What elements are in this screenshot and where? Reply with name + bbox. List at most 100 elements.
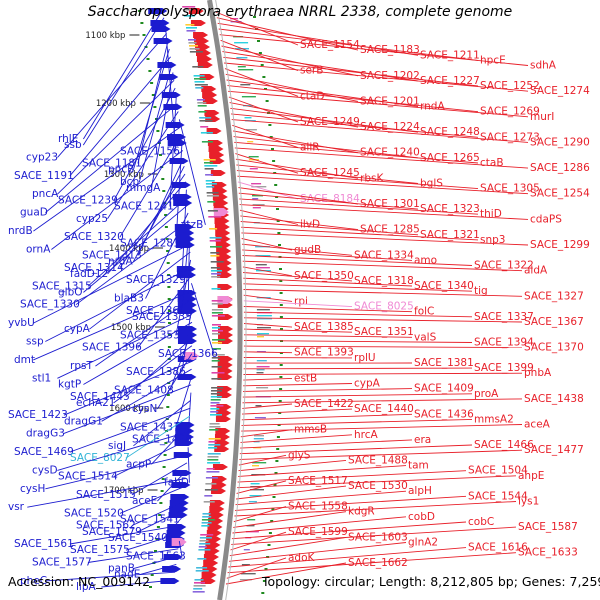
outer-feature-tick: [252, 462, 267, 464]
right-label-connector: [242, 260, 523, 272]
left-gene-label: SACE_1563: [126, 550, 186, 562]
left-gene-label: fadD12: [70, 268, 108, 280]
right-label-connector: [233, 136, 419, 159]
feature-tick: [196, 567, 208, 569]
right-gene-label: glnA2: [408, 537, 438, 549]
reverse-gene-arrow: [169, 506, 189, 512]
forward-gene-arrow: [214, 446, 230, 452]
feature-tick: [210, 405, 224, 407]
left-gene-label: pncA: [32, 188, 59, 200]
map-title: Saccharopolyspora erythraea NRRL 2338, c…: [87, 4, 513, 20]
feature-tick: [212, 339, 225, 341]
feature-tick: [200, 126, 209, 128]
left-label-connector: [113, 439, 189, 477]
feature-tick: [206, 195, 219, 197]
forward-gene-arrow: [202, 98, 218, 104]
right-label-connector: [219, 34, 529, 66]
feature-tick: [203, 501, 215, 503]
forward-gene-arrow: [190, 20, 206, 26]
right-gene-label: SACE_1154: [300, 39, 360, 51]
right-label-connector: [233, 506, 287, 523]
feature-tick: [211, 390, 222, 392]
outer-feature-tick: [257, 333, 269, 335]
left-label-connector: [113, 345, 193, 404]
left-label-connector: [131, 462, 188, 496]
right-label-connector: [242, 255, 473, 266]
feature-tick: [207, 462, 221, 464]
right-gene-label: rplU: [354, 352, 376, 364]
outer-feature-tick: [240, 573, 256, 575]
gc-dot: [148, 70, 152, 72]
outer-feature-tick: [255, 405, 262, 407]
feature-tick: [205, 477, 218, 479]
left-gene-label: nadE: [114, 569, 140, 581]
feature-tick: [210, 408, 220, 410]
right-gene-label: SACE_1381: [414, 357, 474, 369]
feature-tick: [209, 228, 218, 230]
feature-tick: [208, 441, 217, 443]
gc-dot: [261, 592, 265, 594]
left-label-connector: [33, 243, 191, 324]
left-gene-label: SACE_1577: [32, 557, 92, 569]
feature-tick: [204, 165, 218, 167]
forward-gene-arrow: [211, 488, 227, 494]
feature-tick: [189, 51, 203, 53]
gc-dot: [262, 76, 266, 78]
gc-dot: [257, 40, 260, 42]
left-gene-label: SACE_1191: [14, 170, 74, 182]
left-label-connector: [63, 360, 192, 416]
outer-feature-tick: [241, 564, 250, 566]
left-gene-label: cysN: [132, 403, 157, 415]
outer-feature-tick: [238, 69, 254, 71]
outer-feature-tick: [254, 417, 266, 419]
forward-gene-arrow: [207, 140, 223, 146]
feature-tick: [211, 357, 220, 359]
feature-tick: [194, 84, 208, 86]
feature-tick: [205, 180, 215, 182]
feature-tick: [206, 192, 219, 194]
feature-track: [182, 6, 272, 593]
feature-tick: [212, 324, 221, 326]
right-label-connector: [241, 408, 353, 415]
feature-tick: [210, 252, 220, 254]
reverse-gene-arrow: [177, 374, 197, 380]
outer-feature-tick: [252, 198, 259, 200]
right-label-connector: [217, 22, 419, 56]
right-gene-label: adoK: [288, 552, 316, 564]
reverse-gene-arrow: [177, 308, 197, 314]
forward-gene-arrow: [203, 560, 219, 566]
right-label-connector: [239, 204, 529, 220]
reverse-gene-arrow: [166, 530, 186, 536]
feature-tick: [200, 534, 214, 536]
right-gene-label: SACE_1393: [294, 347, 354, 359]
right-gene-label: hrcA: [354, 429, 379, 441]
outer-feature-tick: [249, 495, 262, 497]
right-label-connector: [220, 39, 299, 72]
forward-gene-arrow: [217, 332, 233, 338]
right-label-connector: [233, 511, 347, 528]
gc-dot: [278, 412, 282, 414]
left-label-connector: [175, 142, 183, 244]
right-gene-label: tam: [408, 460, 429, 472]
left-gene-label: cyp23: [26, 151, 58, 163]
forward-gene-arrow: [212, 464, 228, 470]
right-label-connector: [216, 17, 359, 51]
right-gene-label: ahpE: [518, 470, 544, 482]
left-gene-label: cypA: [64, 323, 91, 335]
right-label-connector: [234, 147, 529, 169]
feature-tick: [211, 270, 222, 272]
feature-tick: [209, 240, 221, 242]
feature-tick: [193, 588, 203, 590]
reverse-gene-arrow: [160, 578, 180, 584]
outer-feature-tick: [249, 168, 258, 170]
right-gene-label: SACE_1530: [348, 480, 408, 492]
left-label-connector: [178, 119, 206, 226]
gc-dot: [155, 538, 159, 540]
gc-dot: [157, 142, 161, 144]
feature-tick: [201, 522, 212, 524]
right-label-connector: [225, 562, 347, 585]
left-label-connector: [178, 540, 183, 557]
right-gene-label: SACE_1436: [414, 408, 474, 420]
right-label-connector: [231, 119, 529, 143]
right-label-connector: [241, 424, 523, 432]
